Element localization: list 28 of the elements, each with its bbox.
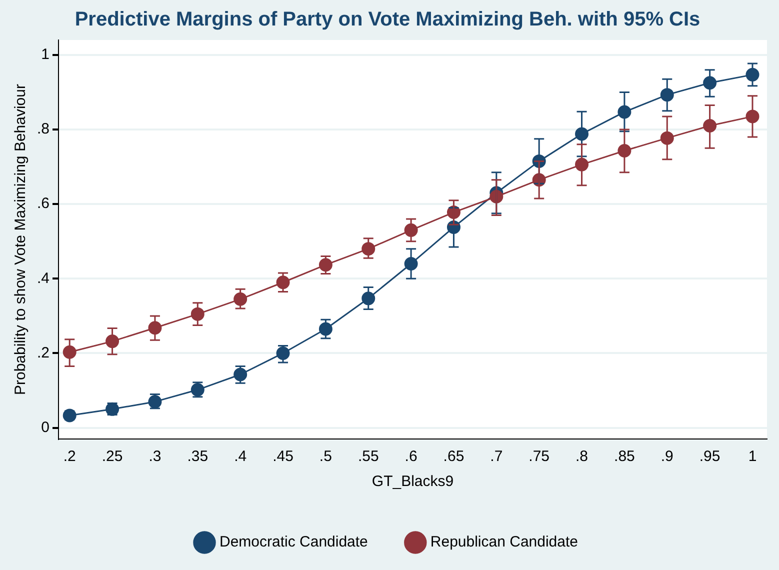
x-tick-label: .7 bbox=[490, 448, 503, 466]
chart-title: Predictive Margins of Party on Vote Maximizing Beh. with 95% CIs bbox=[74, 8, 700, 31]
x-tick-label: .85 bbox=[614, 448, 635, 466]
x-tick-label: .5 bbox=[319, 448, 332, 466]
y-tick-label: .6 bbox=[36, 195, 50, 212]
x-tick-label: .65 bbox=[443, 448, 464, 466]
x-tick-label: .45 bbox=[272, 448, 294, 466]
x-tick-label: 1 bbox=[748, 448, 757, 466]
y-axis-title: Probability to show Vote Maximizing Behaviour bbox=[12, 84, 30, 395]
x-tick-label: .35 bbox=[187, 448, 208, 466]
x-axis-title: GT_Blacks9 bbox=[372, 473, 454, 490]
y-tick-label: .2 bbox=[36, 344, 50, 362]
x-tick-label: .4 bbox=[234, 448, 247, 466]
y-tick-label: .8 bbox=[36, 120, 50, 138]
x-tick-label: .3 bbox=[148, 448, 162, 466]
x-tick-label: .8 bbox=[576, 448, 588, 466]
x-tick-label: .2 bbox=[63, 448, 76, 466]
y-tick-label: .4 bbox=[36, 270, 50, 287]
x-tick-label: .75 bbox=[528, 448, 550, 466]
x-tick-label: .6 bbox=[404, 448, 418, 466]
x-tick-label: .95 bbox=[699, 448, 720, 466]
x-tick-label: .9 bbox=[660, 448, 674, 466]
x-tick-label: .25 bbox=[102, 448, 123, 466]
legend-label: Democratic Candidate bbox=[219, 534, 368, 551]
legend-label: Republican Candidate bbox=[430, 534, 578, 551]
y-tick-label: 1 bbox=[41, 46, 50, 64]
x-tick-label: .55 bbox=[358, 448, 379, 466]
y-tick-label: 0 bbox=[41, 418, 50, 436]
